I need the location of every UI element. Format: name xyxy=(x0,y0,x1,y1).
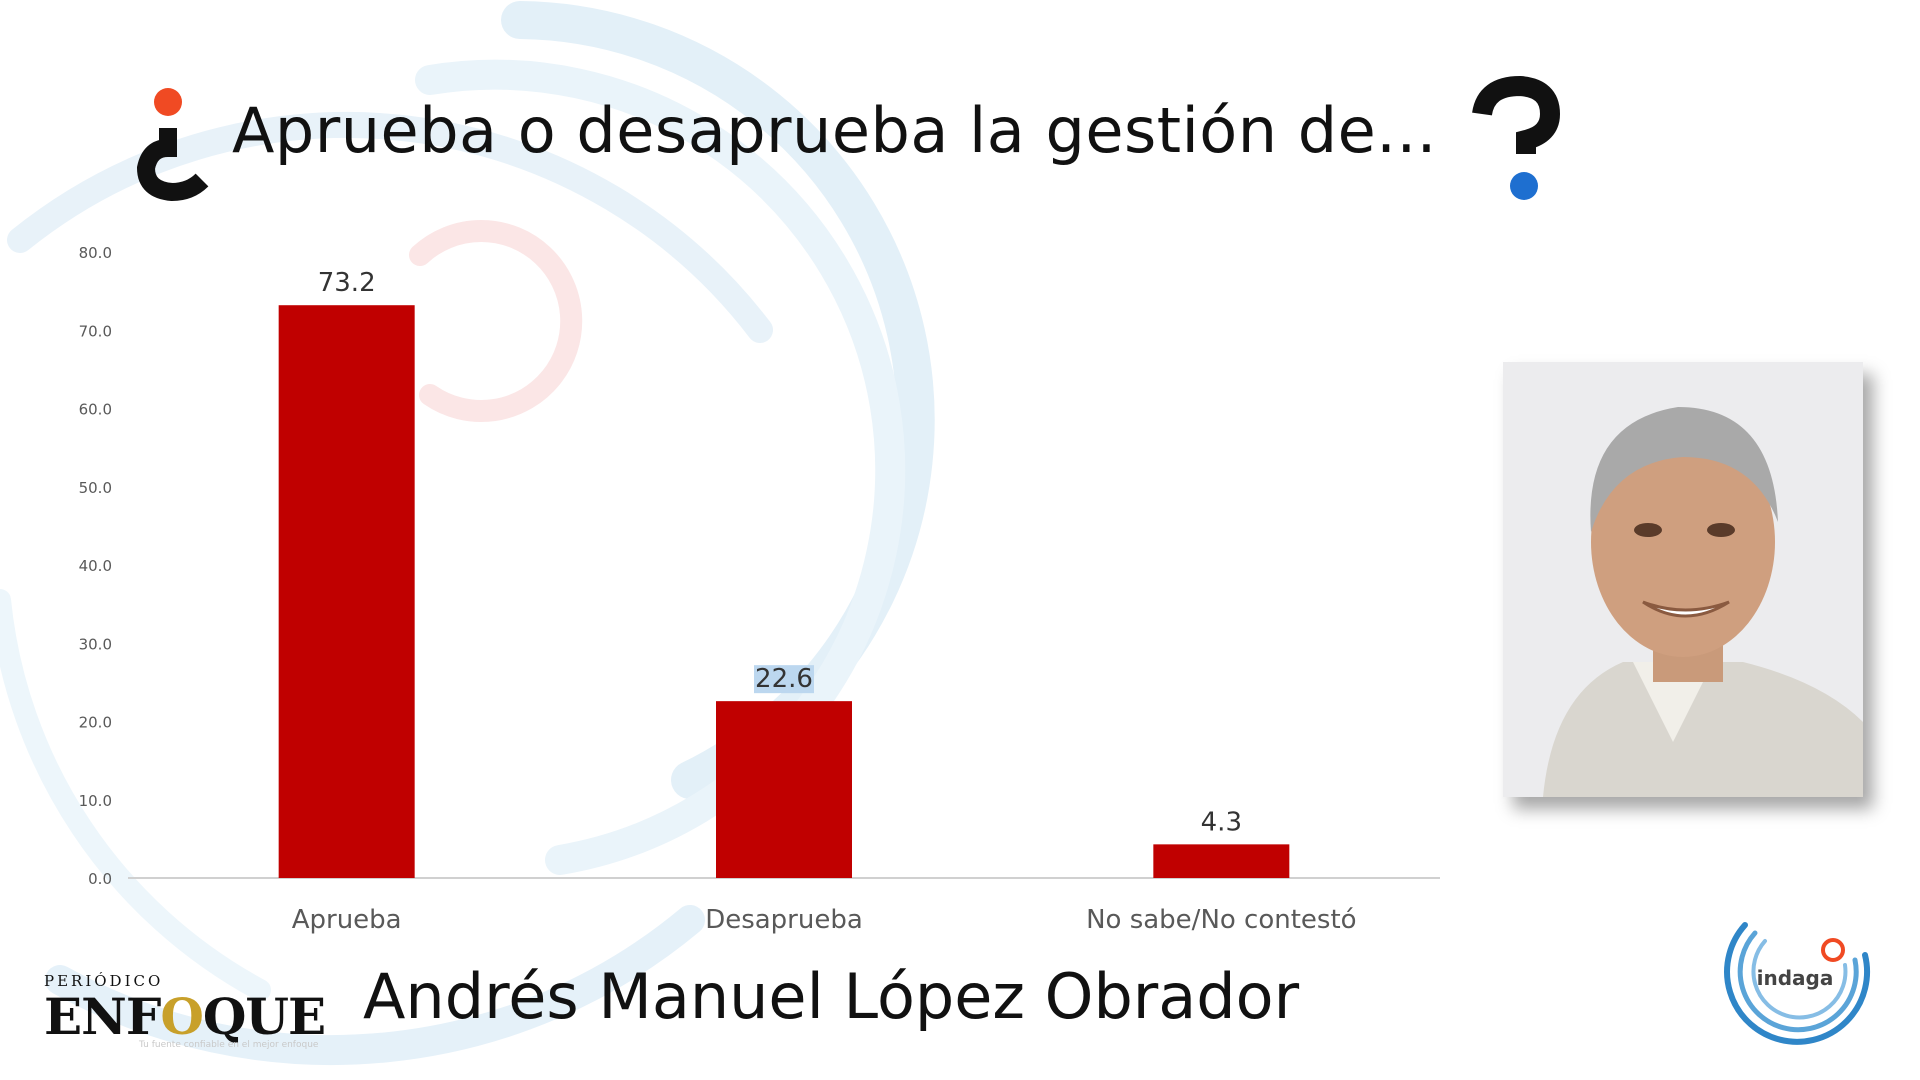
title-row: Aprueba o desaprueba la gestión de... xyxy=(120,70,1570,210)
chart-title: Aprueba o desaprueba la gestión de... xyxy=(232,94,1437,167)
y-axis: 0.0 10.0 20.0 30.0 40.0 50.0 60.0 70.0 80.0 xyxy=(79,244,112,888)
subject-name: Andrés Manuel López Obrador xyxy=(363,960,1300,1033)
value-label-2: 22.6 xyxy=(755,664,813,694)
bar-1 xyxy=(278,305,415,879)
inverted-question-mark-icon xyxy=(136,88,209,202)
y-tick-label: 40.0 xyxy=(79,557,112,575)
value-label-3: 4.3 xyxy=(1201,807,1242,837)
bar-2 xyxy=(716,701,852,878)
x-tick-label-1: Aprueba xyxy=(292,905,402,935)
y-tick-label: 10.0 xyxy=(79,792,112,810)
y-tick-label: 50.0 xyxy=(79,479,112,497)
x-axis: Aprueba Desaprueba No sabe/No contestó xyxy=(292,905,1357,935)
value-label-highlight xyxy=(754,665,814,694)
y-tick-label: 60.0 xyxy=(79,401,112,419)
y-tick-label: 30.0 xyxy=(79,635,112,653)
x-tick-label-3: No sabe/No contestó xyxy=(1086,905,1357,935)
brand-tagline: Tu fuente confiable en el mejor enfoque xyxy=(139,1040,319,1050)
y-tick-label: 80.0 xyxy=(79,244,112,262)
bar-3 xyxy=(1153,844,1290,878)
question-mark-icon xyxy=(1472,75,1561,200)
y-tick-label: 70.0 xyxy=(79,322,112,340)
bars xyxy=(278,305,1290,879)
indaga-logo: indaga xyxy=(1724,922,1870,1045)
bar-chart: 0.0 10.0 20.0 30.0 40.0 50.0 60.0 70.0 80.0 73.2… xyxy=(79,244,1440,935)
indaga-logo-text: indaga xyxy=(1757,966,1834,990)
y-tick-label: 0.0 xyxy=(88,870,112,888)
x-tick-label-2: Desaprueba xyxy=(705,905,863,935)
periodico-enfoque-logo: PERIÓDICO ENFOQUE Tu fuente confiable en… xyxy=(44,972,344,1050)
value-label-1: 73.2 xyxy=(318,268,376,298)
candidate-photo xyxy=(1503,362,1863,797)
y-tick-label: 20.0 xyxy=(79,714,112,732)
brand-small-text: PERIÓDICO xyxy=(44,972,164,990)
value-labels: 73.2 22.6 4.3 xyxy=(318,268,1242,837)
brand-name: ENFOQUE xyxy=(44,987,326,1046)
